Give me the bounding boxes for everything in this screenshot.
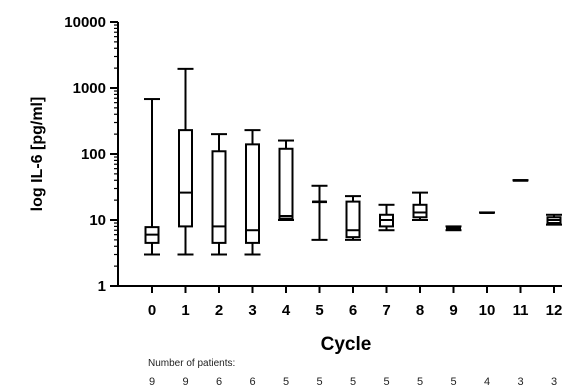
y-tick-label: 10 bbox=[89, 212, 106, 229]
patient-count: 5 bbox=[450, 376, 456, 388]
box-cycle-1 bbox=[177, 67, 194, 256]
box-cycle-8 bbox=[412, 191, 428, 221]
patient-count: 5 bbox=[383, 376, 389, 388]
iqr-box bbox=[245, 143, 260, 244]
patient-count: 5 bbox=[350, 376, 356, 388]
x-tick-label: 11 bbox=[513, 302, 529, 319]
box-cycle-4 bbox=[278, 139, 294, 221]
x-tick-label: 4 bbox=[282, 302, 291, 319]
box-cycle-11 bbox=[512, 179, 529, 182]
y-axis-label: log IL-6 [pg/ml] bbox=[29, 97, 46, 212]
y-tick-label: 1000 bbox=[73, 80, 106, 97]
iqr-box bbox=[278, 147, 294, 220]
y-tick-label: 100 bbox=[81, 146, 106, 163]
x-tick-label: 8 bbox=[416, 302, 424, 319]
iqr-box bbox=[412, 203, 428, 219]
patient-count: 5 bbox=[417, 376, 423, 388]
box-cycle-6 bbox=[345, 195, 361, 241]
patient-count: 9 bbox=[182, 376, 188, 388]
patient-count: 4 bbox=[484, 376, 490, 388]
x-tick-label: 5 bbox=[315, 302, 323, 319]
box-series bbox=[144, 67, 562, 256]
number-of-patients-row: 9 9 6 6 5 5 5 5 5 5 4 3 3 bbox=[149, 376, 557, 388]
box-cycle-2 bbox=[211, 133, 227, 256]
iqr-box bbox=[345, 200, 361, 239]
y-tick-label: 1 bbox=[98, 278, 106, 295]
box-cycle-5 bbox=[311, 184, 328, 241]
box-cycle-12 bbox=[546, 213, 562, 226]
number-of-patients-title: Number of patients: bbox=[148, 358, 235, 369]
box-cycle-7 bbox=[378, 203, 395, 232]
y-tick-label: 10000 bbox=[64, 14, 106, 31]
x-tick-label: 2 bbox=[215, 302, 223, 319]
box-cycle-3 bbox=[244, 129, 261, 256]
x-tick-label: 10 bbox=[479, 302, 496, 319]
x-axis: 0 1 2 3 4 5 6 7 8 9 10 11 12 bbox=[117, 285, 563, 319]
box-cycle-10 bbox=[479, 211, 495, 214]
patient-count: 6 bbox=[216, 376, 222, 388]
patient-count: 6 bbox=[249, 376, 255, 388]
box-cycle-0 bbox=[144, 98, 160, 256]
x-axis-label: Cycle bbox=[321, 334, 372, 355]
x-tick-label: 3 bbox=[248, 302, 256, 319]
x-tick-label: 6 bbox=[349, 302, 357, 319]
patient-count: 5 bbox=[316, 376, 322, 388]
patient-count: 3 bbox=[517, 376, 523, 388]
x-tick-label: 0 bbox=[148, 302, 156, 319]
y-axis: 1 10 100 1000 10000 bbox=[64, 14, 119, 295]
iqr-box bbox=[178, 129, 193, 228]
x-tick-label: 12 bbox=[546, 302, 563, 319]
patient-count: 9 bbox=[149, 376, 155, 388]
x-tick-label: 7 bbox=[382, 302, 390, 319]
iqr-box bbox=[211, 150, 227, 244]
x-tick-label: 1 bbox=[181, 302, 189, 319]
x-tick-label: 9 bbox=[449, 302, 457, 319]
box-cycle-9 bbox=[445, 225, 462, 232]
patient-count: 5 bbox=[283, 376, 289, 388]
patient-count: 3 bbox=[551, 376, 557, 388]
